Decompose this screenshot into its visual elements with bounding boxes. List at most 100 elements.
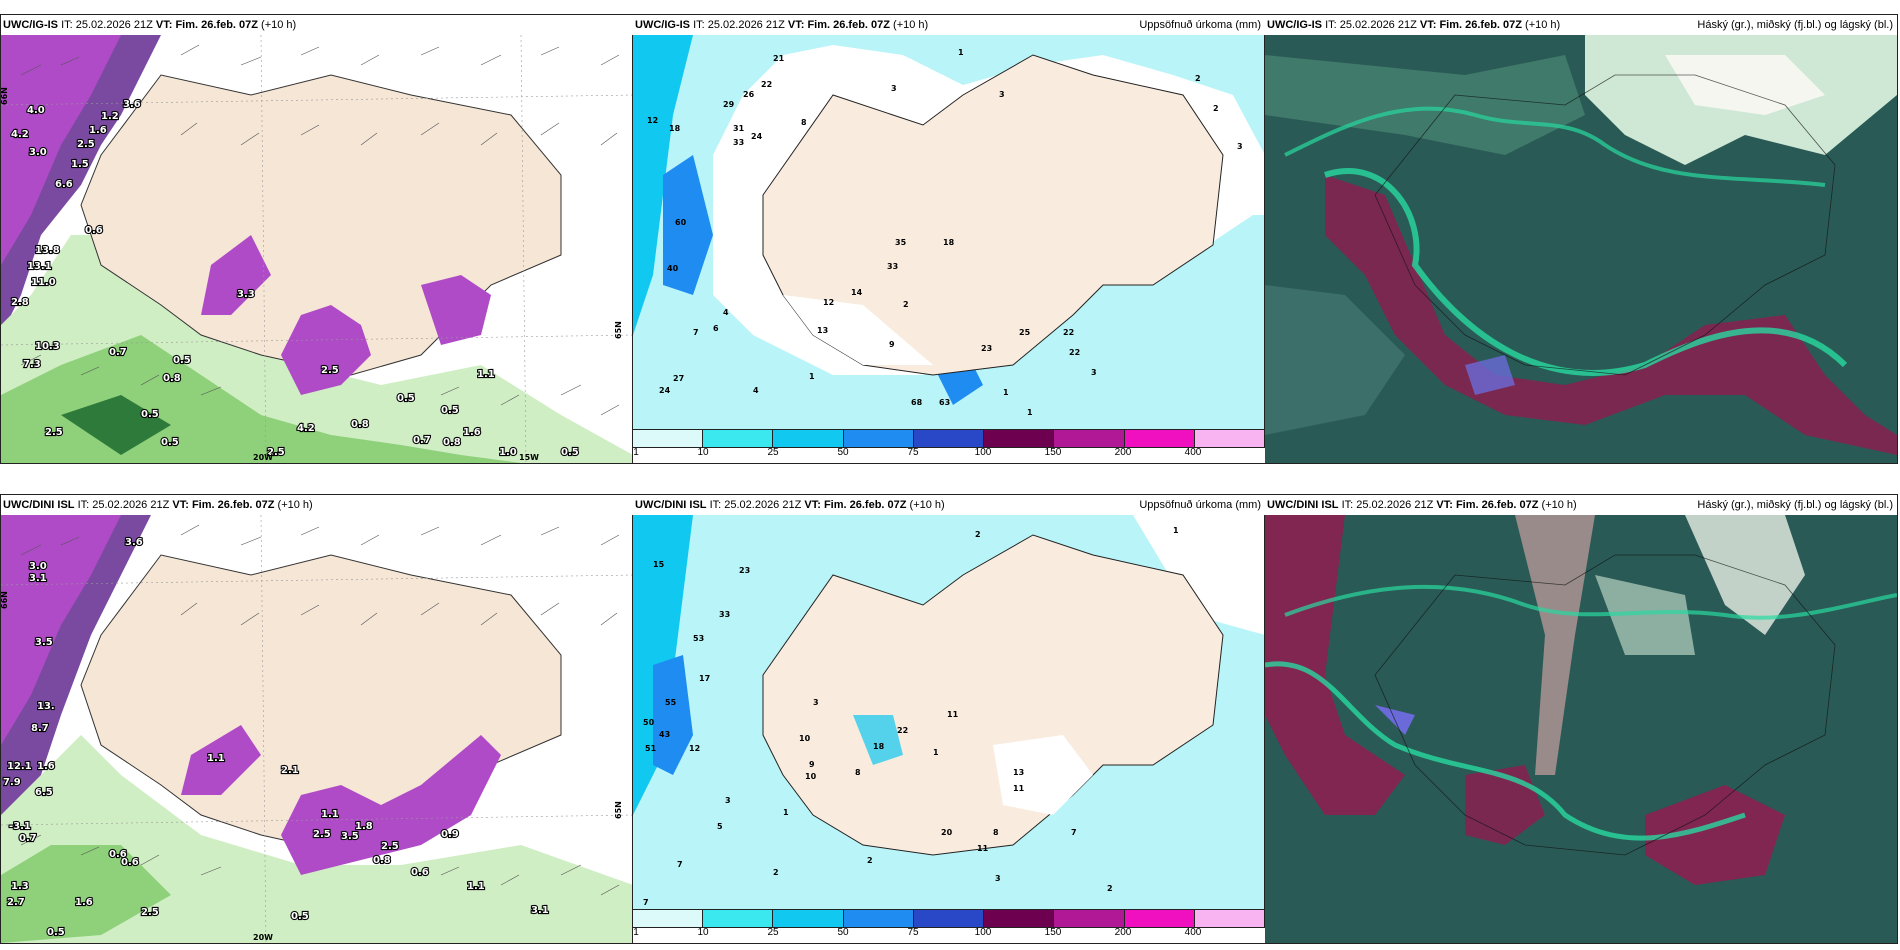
legend-tick: 10 (697, 927, 709, 938)
legend-swatch (633, 910, 704, 927)
temp-label: -3.1 (9, 821, 31, 832)
precip-label: 3 (813, 698, 819, 707)
temp-label: 3.1 (29, 573, 47, 584)
precip-label: 3 (1237, 142, 1243, 151)
temp-label: 0.6 (121, 857, 139, 868)
grid-label: 20W (253, 933, 273, 942)
temp-label: 2.5 (77, 139, 95, 150)
precip-label: 55 (665, 698, 677, 707)
temp-label: 0.5 (161, 437, 179, 448)
precip-legend: 1 10 25 50 75 100 150 200 400 (633, 909, 1265, 943)
temp-label: 10.3 (35, 341, 60, 352)
temp-label: 2.5 (381, 841, 399, 852)
precip-label: 2 (1107, 884, 1113, 893)
legend-swatch (773, 430, 844, 447)
legend-tick: 100 (974, 447, 992, 458)
legend-swatch (773, 910, 844, 927)
legend-tick: 400 (1184, 447, 1202, 458)
precip-label: 2 (1195, 74, 1201, 83)
precip-label: 11 (947, 710, 959, 719)
precip-label: 3 (891, 84, 897, 93)
temp-label: 4.2 (297, 423, 315, 434)
precip-label: 17 (699, 674, 710, 683)
temp-label: 2.5 (45, 427, 63, 438)
legend-tick: 100 (974, 927, 992, 938)
legend-swatch (843, 430, 914, 447)
temp-label: 1.0 (499, 447, 517, 458)
panel-title: UWC/DINI ISL IT: 25.02.2026 21Z VT: Fim.… (1265, 495, 1897, 515)
legend-tick: 75 (907, 927, 919, 938)
precip-label: 6 (713, 324, 719, 333)
legend-tick: 150 (1044, 447, 1062, 458)
temp-label: 1.6 (75, 897, 93, 908)
temp-label: 3.3 (237, 289, 255, 300)
cloud-map-svg (1265, 35, 1897, 463)
precip-label: 35 (895, 238, 907, 247)
temp-label: 3.6 (123, 99, 141, 110)
precip-label: 1 (809, 372, 815, 381)
temp-label: 1.3 (11, 881, 29, 892)
temp-label: 1.8 (355, 821, 373, 832)
legend-tick: 25 (767, 927, 779, 938)
legend-swatch (633, 430, 704, 447)
precip-label: 15 (653, 560, 665, 569)
panel-temp-row1: UWC/IG-IS IT: 25.02.2026 21Z VT: Fim. 26… (0, 14, 634, 464)
temp-label: 4.2 (11, 129, 29, 140)
precip-label: 7 (643, 898, 649, 907)
temp-label: 2.1 (281, 765, 299, 776)
precip-label: 2 (867, 856, 873, 865)
legend-colorbar (633, 909, 1265, 928)
temp-label: 0.8 (163, 373, 181, 384)
panel-subtitle: Uppsöfnuð úrkoma (mm) (1139, 19, 1261, 31)
temp-label: 1.1 (477, 369, 495, 380)
precip-label: 10 (805, 772, 817, 781)
precip-label: 22 (761, 80, 772, 89)
precip-label: 27 (673, 374, 684, 383)
precip-label: 14 (851, 288, 863, 297)
temp-map-svg: 4.0 4.2 3.0 3.6 1.2 1.6 2.5 1.5 6.6 13.8… (1, 35, 633, 463)
precip-label: 7 (677, 860, 683, 869)
legend-tick: 50 (837, 927, 849, 938)
temp-labels: 3.6 3.0 3.1 3.5 13. 8.7 12.1 7.9 1.6 6.5… (2, 536, 550, 939)
temp-label: 12.1 (7, 761, 32, 772)
precip-label: 29 (723, 100, 735, 109)
temp-label: 2.5 (321, 365, 339, 376)
precip-label: 10 (799, 734, 811, 743)
temp-label: 1.6 (37, 761, 55, 772)
panel-cloud-row2: UWC/DINI ISL IT: 25.02.2026 21Z VT: Fim.… (1264, 494, 1898, 944)
precip-label: 33 (719, 610, 730, 619)
temp-label: 0.5 (141, 409, 159, 420)
temp-label: 3.5 (35, 637, 53, 648)
temp-label: 11.0 (31, 277, 56, 288)
temp-map-svg: 3.6 3.0 3.1 3.5 13. 8.7 12.1 7.9 1.6 6.5… (1, 515, 633, 943)
legend-swatch (984, 910, 1055, 927)
precip-label: 2 (975, 530, 981, 539)
precip-label: 18 (943, 238, 955, 247)
precip-label: 4 (753, 386, 759, 395)
precip-map: 1 21 22 26 29 31 18 12 33 24 8 3 60 40 3… (633, 35, 1265, 429)
temp-label: 0.5 (47, 927, 65, 938)
legend-tick: 10 (697, 447, 709, 458)
panel-subtitle: Uppsöfnuð úrkoma (mm) (1139, 499, 1261, 511)
precip-label: 18 (669, 124, 681, 133)
precip-label: 23 (739, 566, 750, 575)
precip-label: 12 (823, 298, 834, 307)
temp-label: 2.5 (313, 829, 331, 840)
temp-label: 0.6 (411, 867, 429, 878)
temp-label: 0.5 (173, 355, 191, 366)
cloud-map (1265, 35, 1897, 463)
precip-label: 22 (1069, 348, 1080, 357)
grid-label: 65N (614, 801, 623, 819)
legend-swatch (1124, 910, 1195, 927)
precip-label: 7 (693, 328, 699, 337)
precip-label: 11 (1013, 784, 1025, 793)
precip-label: 3 (999, 90, 1005, 99)
temp-label: 0.7 (109, 347, 127, 358)
legend-ticks: 1 10 25 50 75 100 150 200 400 (633, 447, 1265, 461)
precip-label: 9 (809, 760, 815, 769)
grid-label: 15W (519, 453, 539, 462)
precip-label: 3 (725, 796, 731, 805)
precip-label: 8 (855, 768, 861, 777)
precip-label: 2 (773, 868, 779, 877)
legend-tick: 75 (907, 447, 919, 458)
